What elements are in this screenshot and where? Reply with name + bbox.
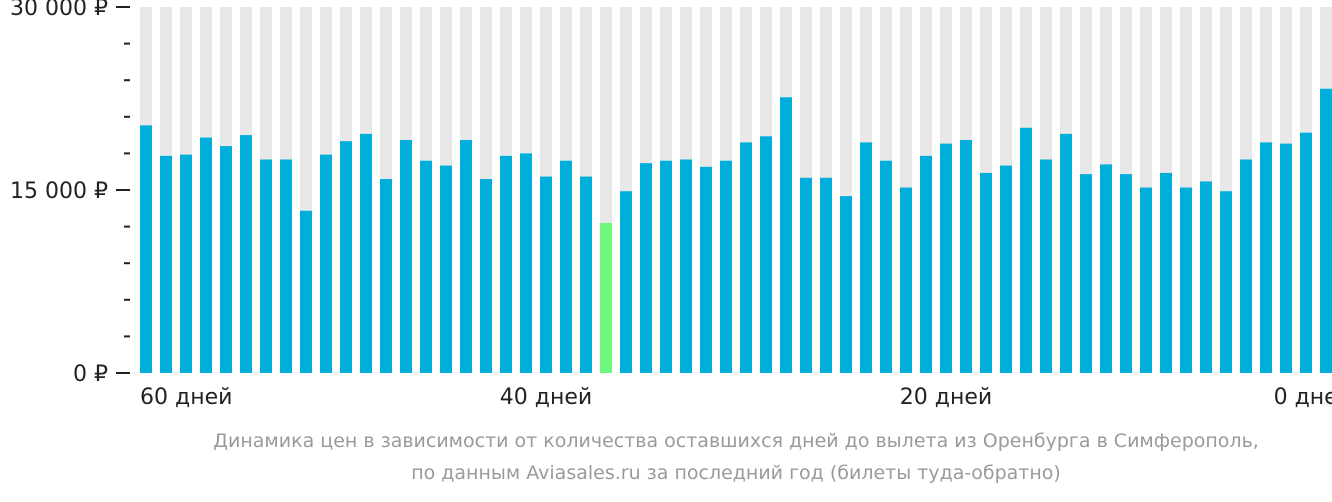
bar[interactable] [900, 187, 912, 373]
bar-lowest-price[interactable] [600, 222, 612, 373]
bar[interactable] [940, 143, 952, 373]
y-axis: 30 000 ₽ 15 000 ₽ 0 ₽ [10, 0, 130, 387]
bar[interactable] [560, 160, 572, 373]
background-bars [140, 7, 1332, 373]
bar[interactable] [180, 154, 192, 373]
bar[interactable] [1300, 132, 1312, 373]
price-chart: 30 000 ₽ 15 000 ₽ 0 ₽ 60 дней 40 дней 20 дне… [10, 0, 1332, 410]
bar[interactable] [300, 210, 312, 373]
bar[interactable] [1160, 172, 1172, 373]
bar[interactable] [500, 155, 512, 373]
bar[interactable] [780, 97, 792, 373]
bar[interactable] [1240, 159, 1252, 374]
bar[interactable] [200, 137, 212, 373]
bar[interactable] [620, 191, 632, 373]
bar[interactable] [400, 139, 412, 373]
bar[interactable] [320, 154, 332, 373]
bar[interactable] [860, 142, 872, 373]
bar[interactable] [420, 160, 432, 373]
bar[interactable] [580, 176, 592, 373]
bar[interactable] [680, 159, 692, 374]
chart-caption-line-2: по данным Aviasales.ru за последний год … [411, 462, 1061, 484]
x-tick-label: 0 дней [1274, 385, 1332, 410]
bar[interactable] [1260, 142, 1272, 373]
bar[interactable] [760, 136, 772, 373]
bar[interactable] [160, 155, 172, 373]
bar[interactable] [540, 176, 552, 373]
bar[interactable] [1080, 174, 1092, 373]
x-axis: 60 дней 40 дней 20 дней 0 дней [140, 385, 1332, 410]
bar[interactable] [260, 159, 272, 374]
bar[interactable] [440, 165, 452, 373]
bar[interactable] [1280, 143, 1292, 373]
bar[interactable] [880, 160, 892, 373]
bar[interactable] [1100, 164, 1112, 373]
bar[interactable] [520, 153, 532, 373]
x-tick-label: 20 дней [900, 385, 992, 410]
bar[interactable] [1320, 88, 1332, 374]
bar[interactable] [1180, 187, 1192, 373]
bar[interactable] [800, 177, 812, 373]
bar[interactable] [1140, 187, 1152, 373]
bar[interactable] [840, 196, 852, 373]
chart-caption-line-1: Динамика цен в зависимости от количества… [213, 430, 1259, 452]
bar[interactable] [140, 125, 152, 373]
bar[interactable] [920, 155, 932, 373]
bar[interactable] [740, 142, 752, 373]
y-tick-label: 0 ₽ [73, 362, 108, 387]
y-tick-label: 30 000 ₽ [10, 0, 108, 21]
bar[interactable] [820, 177, 832, 373]
bar[interactable] [1020, 127, 1032, 373]
bar[interactable] [1060, 133, 1072, 373]
bar[interactable] [480, 179, 492, 373]
x-tick-label: 60 дней [140, 385, 232, 410]
bar[interactable] [280, 159, 292, 374]
bar[interactable] [360, 133, 372, 373]
price-bars [140, 88, 1332, 374]
bar[interactable] [960, 139, 972, 373]
bar[interactable] [1040, 159, 1052, 374]
bar[interactable] [980, 172, 992, 373]
bar[interactable] [660, 160, 672, 373]
bar[interactable] [1120, 174, 1132, 373]
bar[interactable] [240, 135, 252, 373]
x-tick-label: 40 дней [500, 385, 592, 410]
bar[interactable] [340, 141, 352, 373]
bar[interactable] [1220, 191, 1232, 373]
y-tick-label: 15 000 ₽ [10, 179, 108, 204]
bar[interactable] [720, 160, 732, 373]
bar[interactable] [460, 139, 472, 373]
bar[interactable] [1000, 165, 1012, 373]
bar[interactable] [380, 179, 392, 373]
bar[interactable] [1200, 181, 1212, 373]
bar[interactable] [700, 166, 712, 373]
bar[interactable] [640, 163, 652, 373]
bar[interactable] [220, 146, 232, 373]
